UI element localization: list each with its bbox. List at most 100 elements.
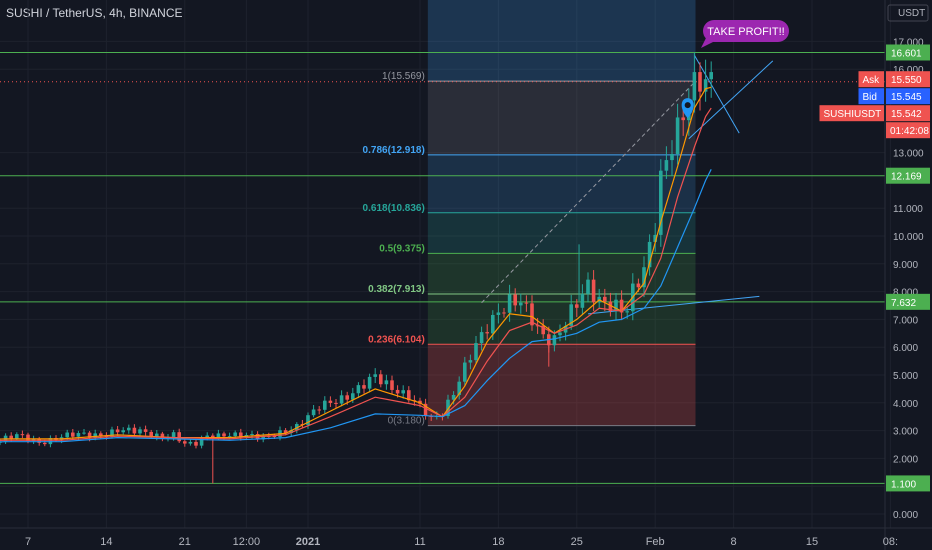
candle-body xyxy=(110,429,114,437)
countdown-box xyxy=(886,122,930,139)
candle-body xyxy=(177,432,181,442)
candle-body xyxy=(384,380,389,385)
candle-body xyxy=(65,432,69,438)
candle-body xyxy=(541,325,545,335)
y-tick-label: 8.000 xyxy=(893,288,918,299)
x-tick-label: 8 xyxy=(731,536,737,548)
x-tick-label: 21 xyxy=(179,536,191,548)
x-tick-label: Feb xyxy=(646,536,665,548)
candle-body xyxy=(227,436,232,438)
price-tag-box xyxy=(886,88,930,105)
x-tick-label: 18 xyxy=(492,536,504,548)
price-tag-value: 15.545 xyxy=(891,92,922,103)
candle-body xyxy=(580,293,585,308)
candle-body xyxy=(591,279,596,303)
candle-body xyxy=(323,400,327,410)
candle-body xyxy=(205,435,209,439)
candle-body xyxy=(463,362,467,382)
candle-body xyxy=(558,332,562,336)
candle-body xyxy=(468,360,473,363)
candle-body xyxy=(155,433,159,437)
x-tick-label: 7 xyxy=(25,536,31,548)
fib-level-label: 0.786(12.918) xyxy=(363,145,425,156)
y-tick-label: 4.000 xyxy=(893,399,918,410)
candle-body xyxy=(647,241,652,268)
candle-body xyxy=(362,385,366,389)
y-tick-label: 5.000 xyxy=(893,371,918,382)
candle-body xyxy=(250,434,254,436)
currency-box xyxy=(887,4,929,22)
ma-mid-line xyxy=(0,107,712,442)
price-tag-name-box xyxy=(858,71,884,88)
candle-body xyxy=(261,435,265,440)
level-price-tag xyxy=(886,475,930,492)
candle-body xyxy=(603,296,607,302)
candle-body xyxy=(670,153,674,161)
candle-body xyxy=(608,301,613,312)
price-tag-value: 15.542 xyxy=(891,109,922,120)
level-price-text: 7.632 xyxy=(891,298,916,309)
candle-body xyxy=(496,312,501,315)
price-tag-name: Bid xyxy=(863,92,877,103)
candle-body xyxy=(535,325,540,327)
candle-body xyxy=(474,343,478,361)
candle-body xyxy=(345,395,349,400)
symbol-label: SUSHI / TetherUS, 4h, BINANCE xyxy=(6,6,183,20)
y-tick-label: 0.000 xyxy=(893,510,918,521)
candle-body xyxy=(93,433,97,438)
candle-body xyxy=(20,434,25,436)
candle-body xyxy=(642,267,646,288)
candle-body xyxy=(681,117,685,121)
level-price-tag xyxy=(886,293,930,310)
candle-body xyxy=(513,294,517,306)
candle-body xyxy=(171,432,176,438)
y-tick-label: 13.000 xyxy=(893,149,924,160)
candle-body xyxy=(586,279,590,294)
candle-body xyxy=(127,427,131,431)
candle-body xyxy=(272,436,277,438)
candle-body xyxy=(71,432,75,437)
candle-body xyxy=(339,395,344,404)
candle-body xyxy=(211,435,215,439)
candle-body xyxy=(188,441,193,444)
candle-body xyxy=(121,430,125,433)
level-price-text: 12.169 xyxy=(891,172,922,183)
candle-body xyxy=(183,441,187,444)
fib-level-label: 0.382(7.913) xyxy=(368,284,425,295)
price-tag-name-box xyxy=(858,88,884,105)
candle-body xyxy=(76,433,81,437)
y-tick-label: 6.000 xyxy=(893,343,918,354)
price-tag-name: Ask xyxy=(863,75,881,86)
y-tick-label: 10.000 xyxy=(893,232,924,243)
candle-body xyxy=(115,429,120,433)
level-price-text: 16.601 xyxy=(891,48,922,59)
candle-body xyxy=(239,432,243,438)
candle-body xyxy=(373,374,377,377)
candle-body xyxy=(334,402,338,404)
candle-body xyxy=(379,374,383,385)
candle-body xyxy=(703,79,708,92)
candle-body xyxy=(625,311,629,313)
candle-body xyxy=(569,304,573,326)
candle-body xyxy=(43,442,47,445)
candle-body xyxy=(619,299,624,313)
candle-body xyxy=(457,381,461,395)
candle-body xyxy=(451,394,456,400)
fib-level-label: 0.236(6.104) xyxy=(368,334,425,345)
x-tick-label: 08: xyxy=(883,536,898,548)
candle-body xyxy=(675,117,680,154)
candle-body xyxy=(233,432,237,437)
candle-body xyxy=(143,429,148,432)
candle-body xyxy=(216,433,221,439)
chart-title: SUSHI / TetherUS, 4h, BINANCE xyxy=(6,6,183,20)
candle-body xyxy=(194,441,198,446)
location-marker-dot xyxy=(684,102,691,109)
candle-body xyxy=(664,160,669,171)
candle-body xyxy=(390,380,394,390)
candle-body xyxy=(659,170,663,235)
fib-zone xyxy=(427,344,696,426)
annotation-pointer xyxy=(701,36,717,48)
candle-body xyxy=(37,439,41,443)
candle-body xyxy=(328,400,333,403)
